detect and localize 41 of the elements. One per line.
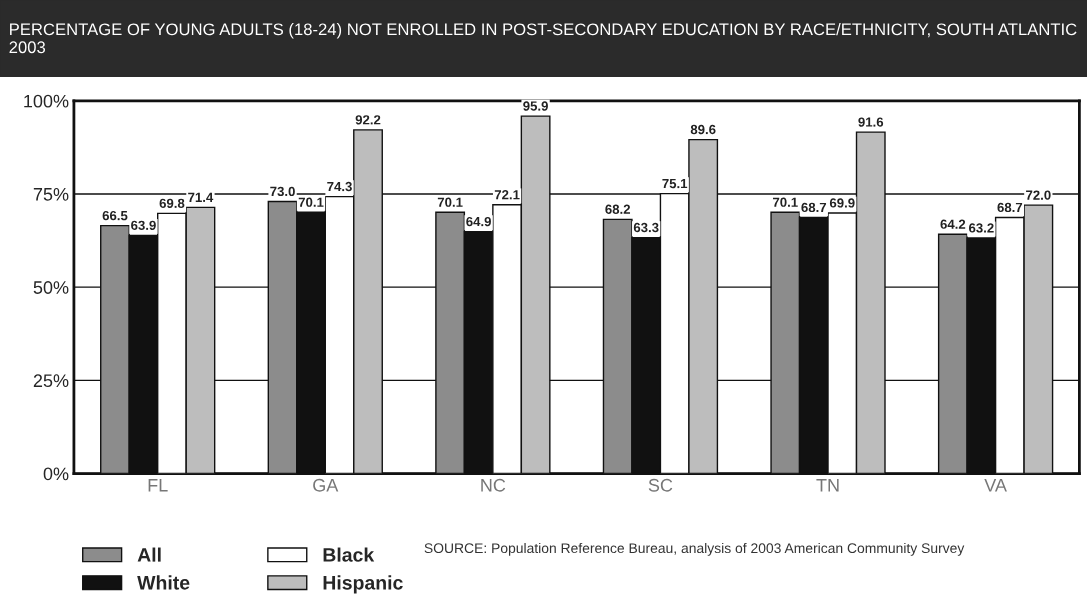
data-label: 68.7 xyxy=(801,202,827,213)
data-label: 63.3 xyxy=(633,222,659,233)
legend-label: Black xyxy=(323,547,375,562)
data-label: 89.6 xyxy=(690,124,716,135)
y-tick-label: 0% xyxy=(43,467,69,481)
data-label: 74.3 xyxy=(327,181,352,192)
data-label: 92.2 xyxy=(355,115,381,125)
data-label: 72.1 xyxy=(494,190,520,200)
x-tick-label: VA xyxy=(984,479,1007,492)
legend-label: Hispanic xyxy=(323,575,403,594)
chart-title: PERCENTAGE OF YOUNG ADULTS (18-24) NOT ENROLLED IN POST-SECONDARY EDUCATION BY RACE/ETHNICITY, SOUTH ATLANTIC 2003 xyxy=(9,22,1077,54)
data-label: 73.0 xyxy=(270,186,295,197)
data-label: 72.0 xyxy=(1026,190,1051,200)
source-note: SOURCE: Population Reference Bureau, analysis of 2003 American Community Survey xyxy=(424,542,965,556)
y-tick-label: 100% xyxy=(24,94,69,108)
data-label: 95.9 xyxy=(523,101,548,111)
data-label: 64.2 xyxy=(940,219,966,229)
data-label: 63.2 xyxy=(969,223,994,233)
y-tick-label: 50% xyxy=(33,281,69,294)
legend-label: All xyxy=(137,547,161,562)
data-label: 68.2 xyxy=(605,204,631,214)
data-label: 69.9 xyxy=(829,198,855,208)
x-tick-label: SC xyxy=(648,478,673,492)
data-label: 63.9 xyxy=(131,220,156,230)
data-label: 66.5 xyxy=(102,210,128,221)
y-tick-label: 25% xyxy=(33,374,69,388)
data-label: 75.1 xyxy=(662,179,688,189)
data-label: 70.1 xyxy=(298,197,324,207)
x-tick-label: TN xyxy=(816,479,839,492)
x-tick-label: FL xyxy=(148,479,168,492)
data-label: 70.1 xyxy=(437,197,463,207)
x-tick-label: NC xyxy=(481,478,506,492)
data-label: 91.6 xyxy=(858,117,884,127)
data-label: 68.7 xyxy=(997,202,1023,213)
legend-label: White xyxy=(137,575,190,590)
data-label: 64.9 xyxy=(466,216,491,227)
data-label: 70.1 xyxy=(773,197,798,207)
x-tick-label: GA xyxy=(313,478,339,492)
data-label: 69.8 xyxy=(159,198,185,208)
data-label: 71.4 xyxy=(188,192,214,202)
y-tick-label: 75% xyxy=(33,188,69,201)
